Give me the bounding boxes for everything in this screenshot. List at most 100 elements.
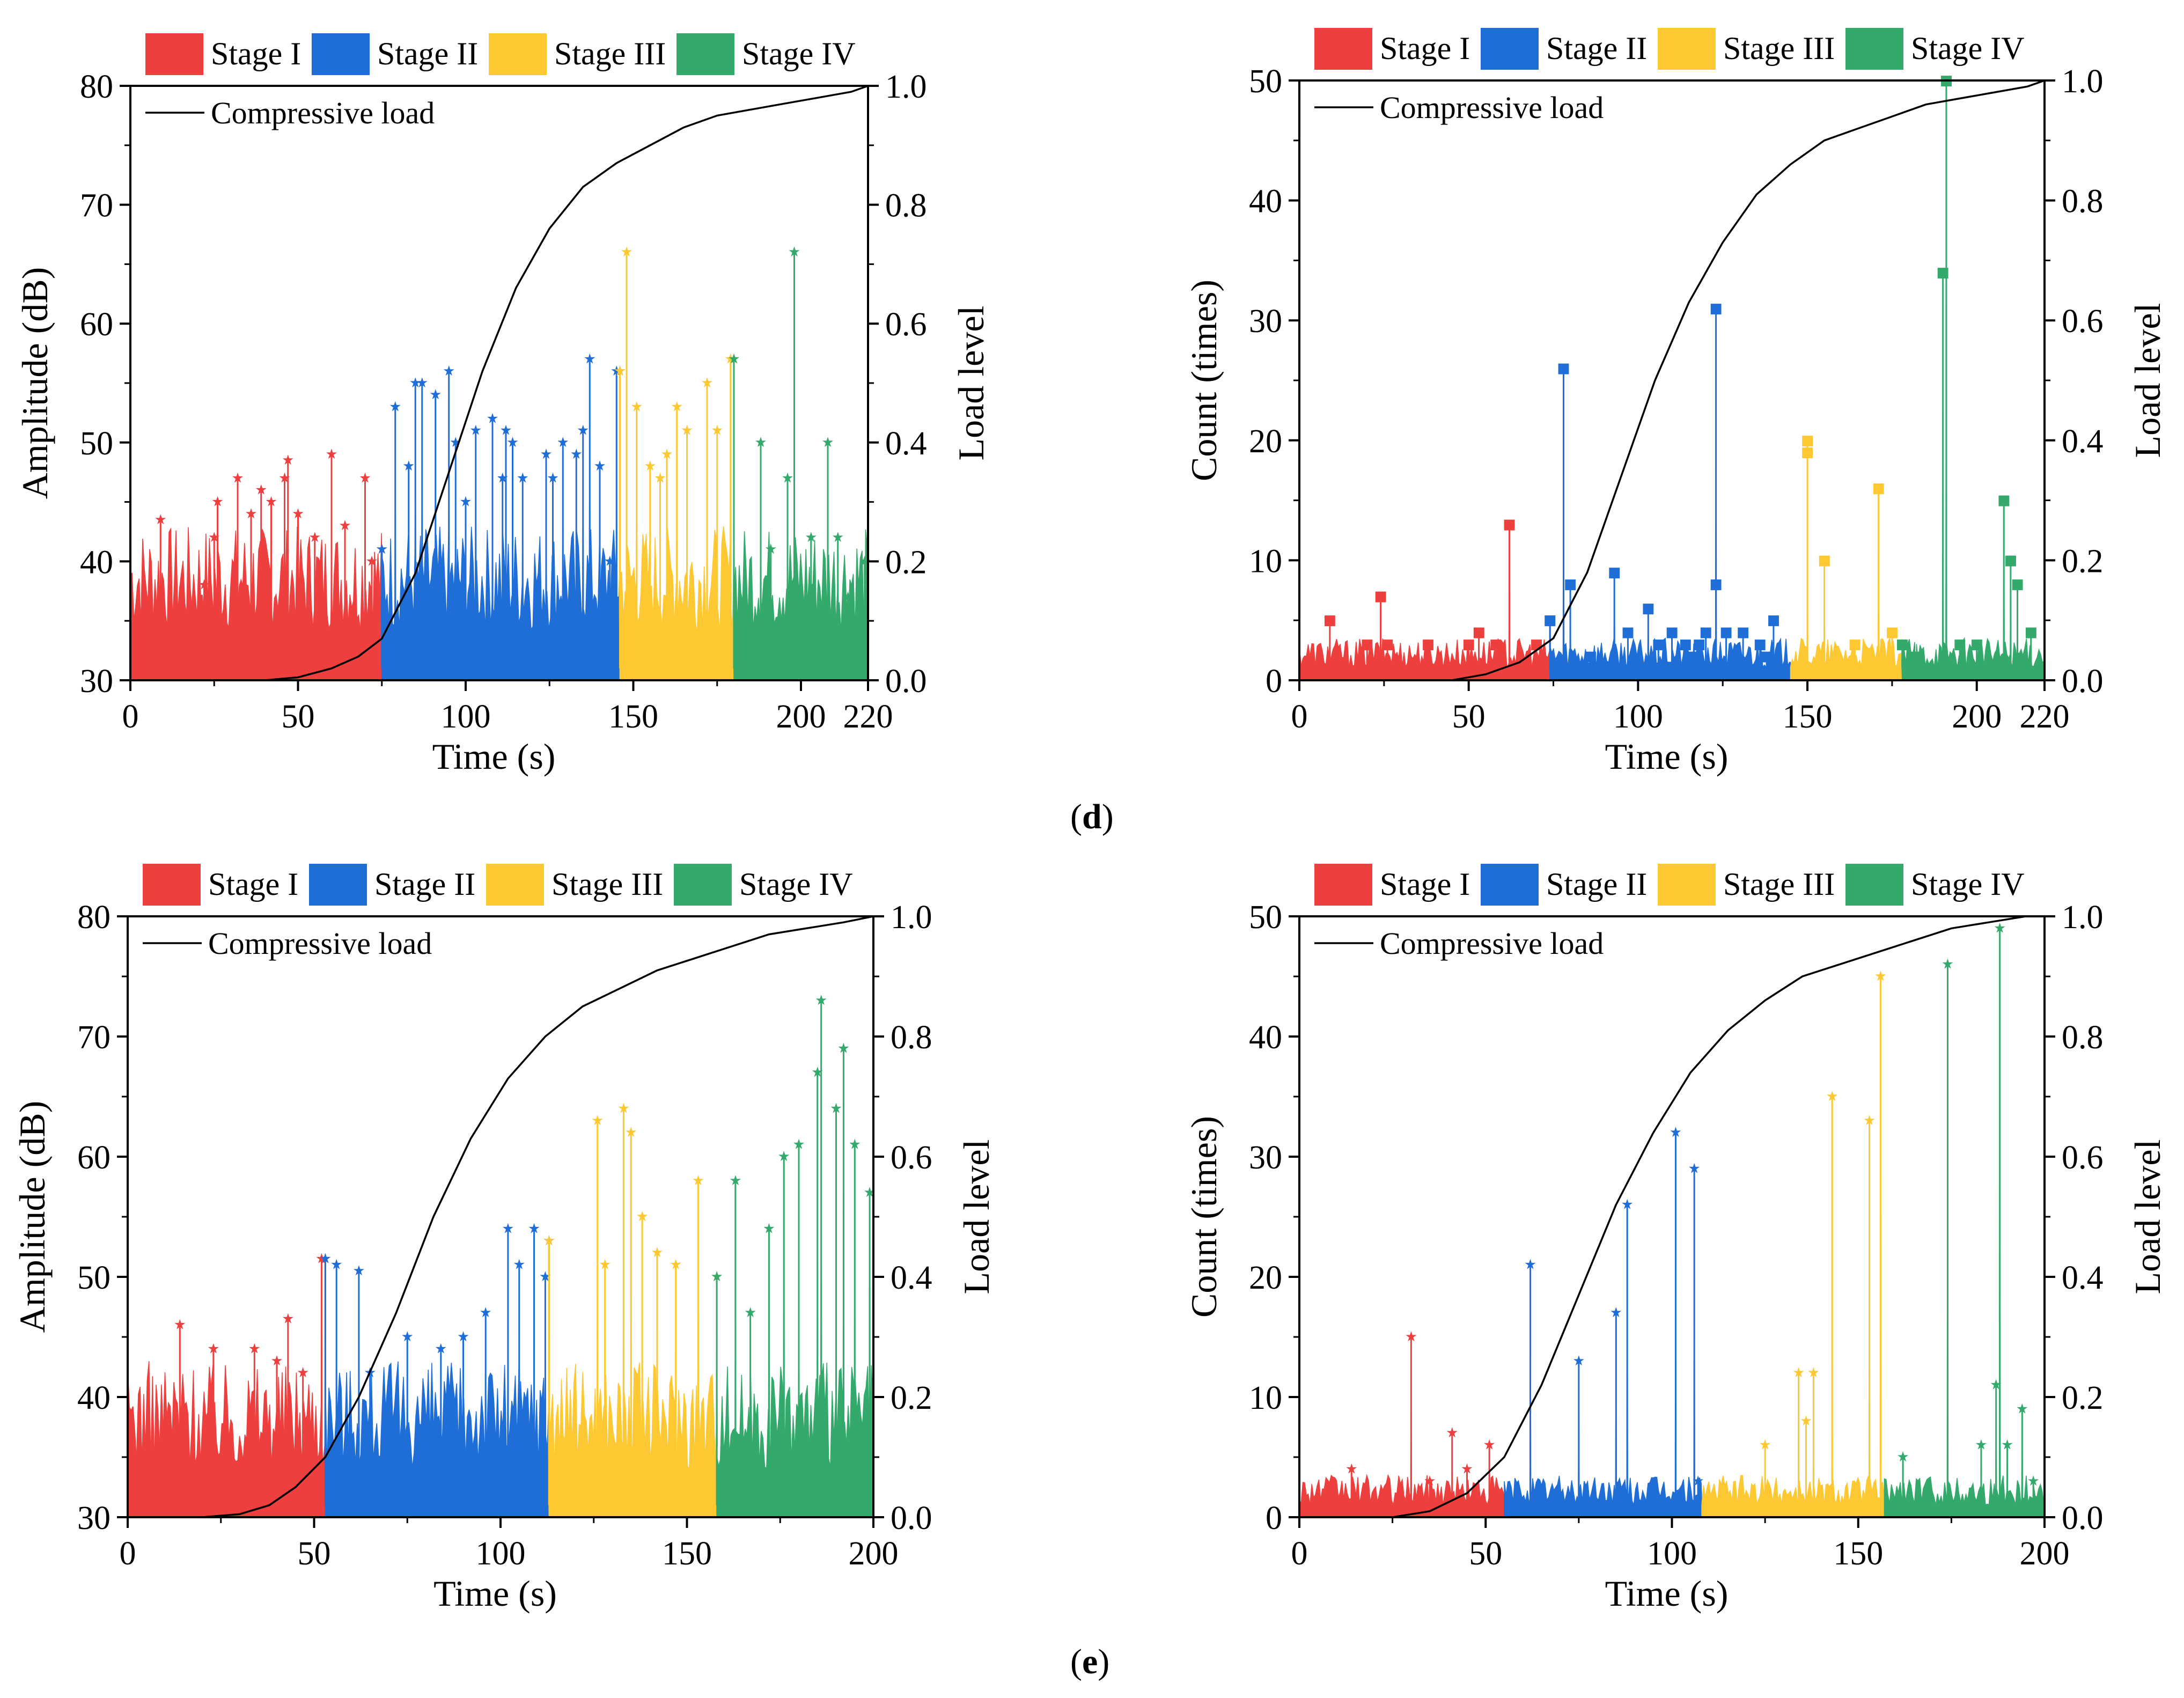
- x-tick-label: 50: [282, 699, 315, 735]
- legend-swatch-stage-4: [1845, 864, 1903, 906]
- y2-axis-label: Load level: [951, 306, 991, 461]
- x-tick-label: 100: [476, 1535, 526, 1572]
- stage-area-1: [1299, 524, 1550, 681]
- peak-marker: ★: [681, 423, 693, 439]
- y2-tick-label: 0.0: [2062, 1500, 2104, 1537]
- peak-marker: ★: [671, 399, 683, 415]
- y-tick-label: 40: [80, 544, 113, 580]
- peak-marker: ★: [513, 1257, 525, 1273]
- peak-marker: ★: [1524, 1257, 1536, 1273]
- legend-swatch-stage-3: [1658, 864, 1716, 906]
- y-tick-label: 70: [80, 188, 113, 224]
- peak-marker: ★: [1759, 1437, 1771, 1453]
- peak-marker: ★: [1994, 920, 2006, 936]
- peak-marker: ★: [584, 351, 596, 367]
- peak-marker: ★: [636, 1209, 648, 1225]
- peak-marker: ■: [1709, 576, 1723, 592]
- y-tick-label: 10: [1249, 1380, 1282, 1416]
- stage-area-3: [548, 1108, 717, 1518]
- x-tick-label: 150: [1783, 699, 1833, 735]
- peak-marker: ■: [1872, 480, 1885, 496]
- x-tick-label: 0: [1291, 699, 1308, 735]
- x-tick-label: 220: [2020, 699, 2070, 735]
- x-tick-label: 50: [1469, 1535, 1502, 1572]
- peak-marker: ★: [604, 553, 616, 569]
- peak-marker: ★: [174, 1317, 186, 1333]
- peak-marker: ★: [830, 1100, 842, 1116]
- peak-marker: ★: [849, 1137, 861, 1153]
- legend-swatch-stage-2: [1481, 864, 1539, 906]
- x-tick-label: 0: [120, 1535, 136, 1572]
- y2-tick-label: 0.8: [885, 188, 927, 224]
- peak-marker: ★: [670, 1257, 682, 1273]
- legend-swatch-stage-3: [1658, 28, 1716, 70]
- peak-marker: ■: [1709, 300, 1723, 317]
- legend-label-stage-2: Stage II: [377, 36, 478, 71]
- peak-marker: ■: [1374, 588, 1387, 604]
- peak-marker: ■: [1699, 624, 1712, 641]
- peak-marker: ■: [1719, 624, 1733, 641]
- peak-marker: ★: [1863, 1113, 1876, 1129]
- peak-marker: ★: [711, 423, 723, 439]
- peak-marker: ★: [231, 470, 244, 486]
- y2-tick-label: 1.0: [2062, 63, 2104, 100]
- peak-marker: ■: [1767, 612, 1781, 628]
- peak-marker: ★: [502, 1221, 514, 1237]
- legend-label-stage-4: Stage IV: [739, 866, 853, 902]
- stage-area-1: [127, 1259, 326, 1518]
- y-tick-label: 80: [80, 69, 113, 105]
- y2-axis-label: Load level: [2127, 1140, 2168, 1295]
- peak-marker: ★: [577, 423, 589, 439]
- legend-label-stage-4: Stage IV: [1911, 866, 2025, 902]
- peak-marker: ★: [815, 993, 827, 1009]
- peak-marker: ★: [832, 530, 844, 546]
- x-tick-label: 150: [608, 699, 658, 735]
- legend-swatch-stage-3: [486, 864, 544, 906]
- peak-marker: ★: [617, 1100, 630, 1116]
- peak-marker: ★: [654, 470, 666, 486]
- peak-marker: ★: [744, 1305, 756, 1321]
- peak-marker: ★: [365, 553, 378, 569]
- y2-tick-label: 0.4: [885, 425, 927, 462]
- y2-tick-label: 0.4: [2062, 1260, 2104, 1296]
- peak-marker: ■: [1679, 636, 1692, 652]
- stage-area-2: [1504, 1133, 1702, 1518]
- peak-marker: ★: [1405, 1329, 1417, 1345]
- peak-marker: ★: [1688, 1160, 1701, 1177]
- peak-marker: ★: [211, 494, 224, 510]
- peak-marker: ★: [630, 399, 643, 415]
- y2-tick-label: 0.2: [885, 544, 927, 580]
- peak-marker: ★: [506, 435, 519, 451]
- peak-marker: ■: [2024, 624, 2038, 641]
- peak-marker: ★: [319, 1251, 332, 1267]
- peak-marker: ★: [359, 470, 371, 486]
- peak-marker: ■: [1584, 648, 1598, 664]
- peak-marker: ★: [198, 577, 210, 593]
- peak-marker: ★: [402, 458, 415, 474]
- peak-marker: ■: [1848, 636, 1862, 652]
- peak-marker: ★: [339, 518, 351, 534]
- peak-marker: ★: [208, 530, 220, 546]
- peak-marker: ★: [2027, 1473, 2040, 1489]
- compressive-load-line: [1299, 79, 2045, 681]
- y-tick-label: 30: [77, 1500, 111, 1537]
- stage-area-4: [716, 1000, 874, 1518]
- compressive-load-line: [128, 915, 874, 1518]
- peak-marker: ★: [570, 446, 583, 462]
- peak-marker: ★: [207, 1341, 219, 1357]
- peak-marker: ★: [710, 1269, 723, 1285]
- peak-marker: ★: [450, 435, 462, 451]
- legend-label-stage-2: Stage II: [374, 866, 475, 902]
- peak-marker: ■: [1665, 624, 1679, 641]
- peak-marker: ★: [1572, 1353, 1585, 1369]
- peak-marker: ★: [1423, 1473, 1436, 1489]
- legend-label-stage-1: Stage I: [1380, 866, 1470, 902]
- peak-marker: ★: [1896, 1449, 1909, 1465]
- legend-swatch-stage-2: [1481, 28, 1539, 70]
- x-tick-label: 0: [122, 699, 139, 735]
- x-tick-label: 200: [849, 1535, 899, 1572]
- peak-marker: ■: [1642, 600, 1655, 616]
- y2-tick-label: 1.0: [2062, 899, 2104, 936]
- peak-marker: ★: [1610, 1305, 1622, 1321]
